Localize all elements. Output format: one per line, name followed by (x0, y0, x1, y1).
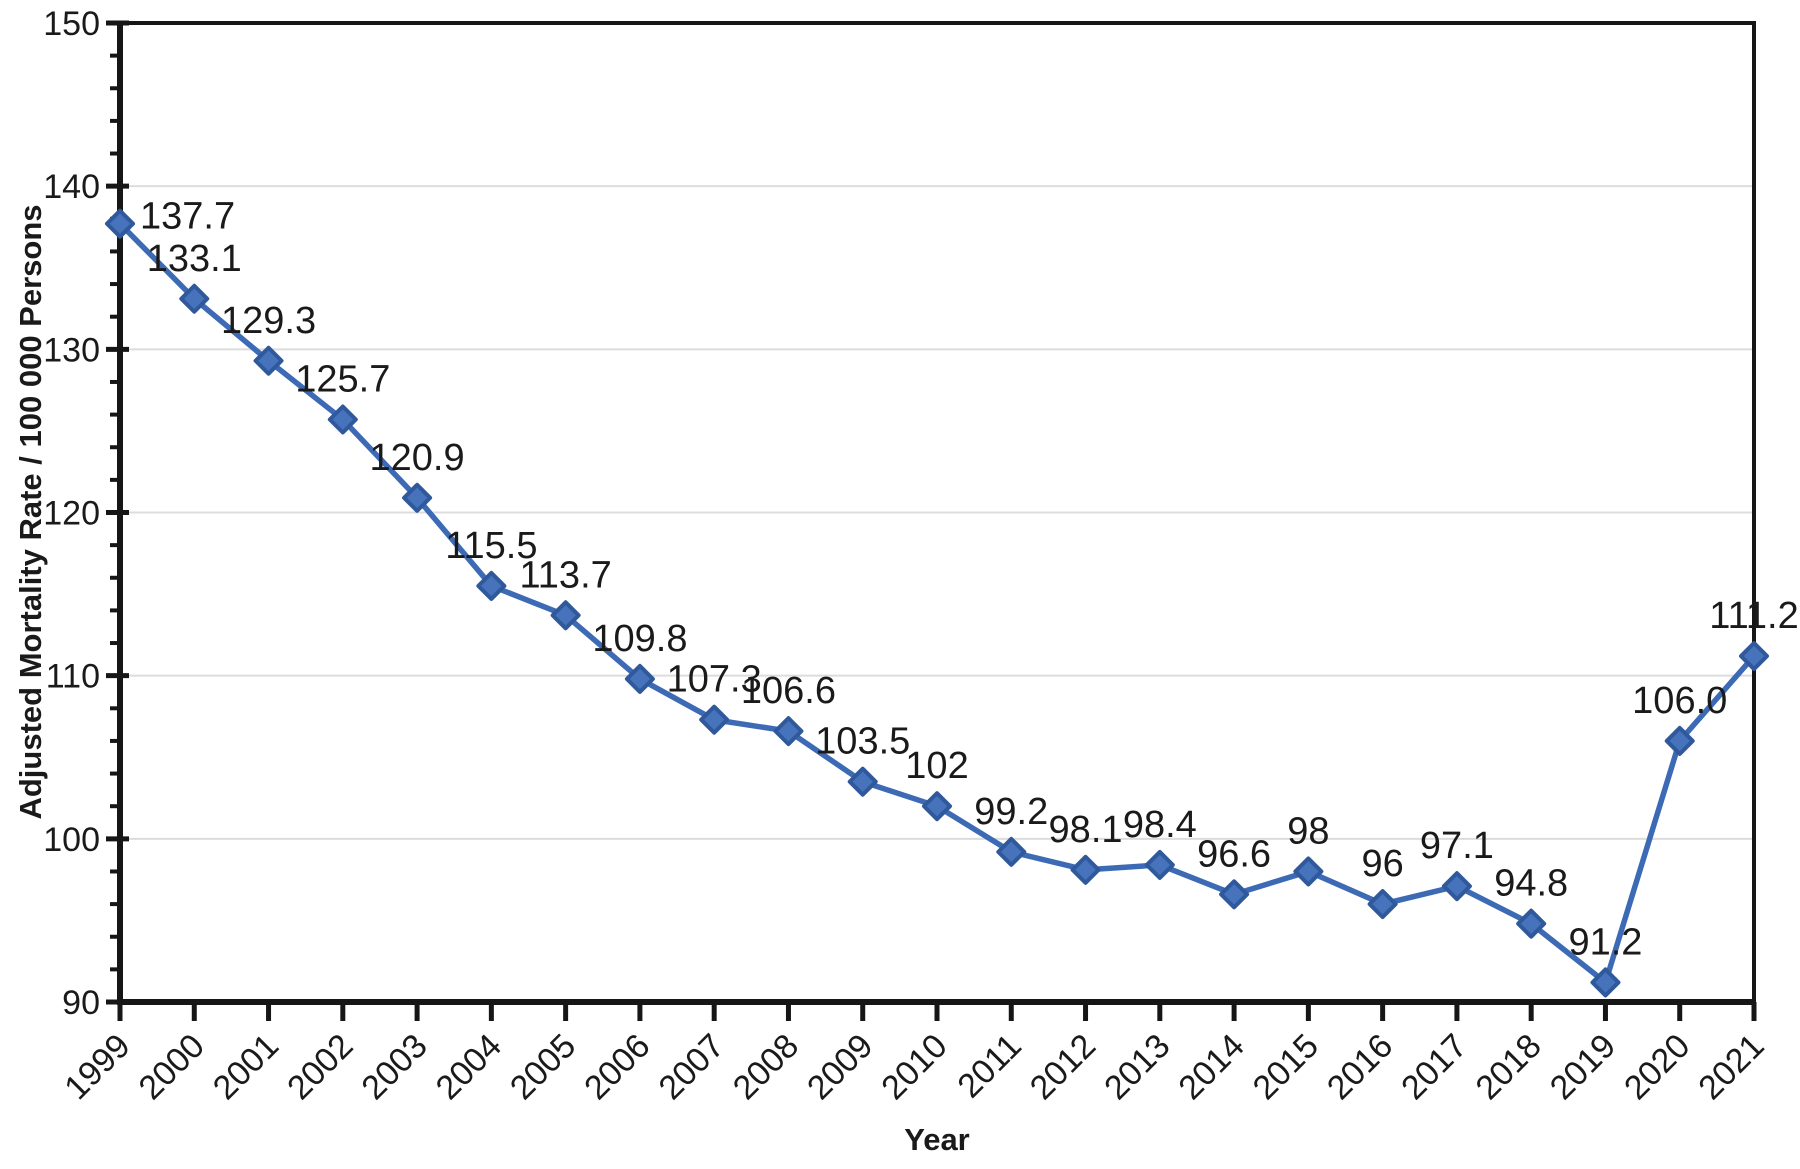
x-tick-label: 2009 (800, 1027, 880, 1107)
data-point-marker (1219, 879, 1250, 910)
data-point-marker (327, 404, 358, 435)
data-point-label: 96 (1361, 843, 1403, 885)
x-tick-label: 2017 (1394, 1027, 1474, 1107)
data-point-label: 98.4 (1123, 804, 1197, 846)
data-point-label: 96.6 (1197, 833, 1271, 875)
y-tick-label: 90 (62, 984, 100, 1022)
data-point-label: 113.7 (519, 554, 611, 596)
y-tick-label: 110 (46, 658, 100, 696)
data-point-marker (624, 663, 655, 694)
data-point-label: 115.5 (445, 525, 537, 567)
data-point-marker (105, 208, 135, 239)
data-point-marker (996, 836, 1027, 867)
data-point-label: 98.1 (1049, 809, 1123, 851)
x-tick-label: 2012 (1023, 1027, 1103, 1107)
data-point-label: 137.7 (140, 196, 235, 238)
data-point-label: 102 (905, 745, 968, 787)
y-tick-label: 130 (43, 331, 100, 369)
data-point-label: 98 (1287, 810, 1329, 852)
y-tick-label: 140 (43, 168, 100, 206)
data-point-label: 97.1 (1420, 825, 1494, 867)
x-tick-label: 2001 (206, 1027, 286, 1107)
data-point-label: 111.2 (1709, 595, 1798, 637)
x-tick-label: 2003 (354, 1027, 434, 1107)
data-point-marker (476, 570, 507, 601)
x-tick-label: 2015 (1246, 1027, 1326, 1107)
data-point-marker (253, 345, 284, 376)
x-tick-label: 2018 (1468, 1027, 1548, 1107)
x-tick-label: 2005 (503, 1027, 583, 1107)
data-point-label: 107.3 (667, 659, 762, 701)
x-tick-label: 2021 (1691, 1027, 1771, 1107)
x-tick-label: 2014 (1171, 1027, 1251, 1107)
data-point-marker (402, 482, 433, 513)
x-axis-title: Year (904, 1122, 970, 1157)
x-tick-label: 2000 (132, 1027, 212, 1107)
data-point-marker (1590, 967, 1621, 998)
data-point-label: 106.0 (1632, 680, 1727, 722)
data-point-marker (699, 704, 730, 735)
x-tick-label: 2020 (1617, 1027, 1697, 1107)
x-tick-label: 2007 (651, 1027, 731, 1107)
data-point-marker (1516, 908, 1547, 939)
x-tick-label: 1999 (57, 1027, 137, 1107)
x-tick-label: 2011 (950, 1027, 1029, 1106)
data-point-label: 109.8 (592, 618, 687, 660)
data-point-marker (1739, 641, 1769, 672)
y-tick-label: 120 (43, 495, 100, 533)
data-point-label: 103.5 (815, 721, 910, 763)
y-tick-label: 100 (43, 821, 100, 859)
data-point-marker (773, 716, 804, 747)
x-tick-label: 2016 (1320, 1027, 1400, 1107)
data-point-label: 129.3 (221, 300, 316, 342)
data-point-marker (1144, 849, 1175, 880)
data-point-marker (1293, 856, 1324, 887)
x-tick-label: 2019 (1543, 1027, 1623, 1107)
data-point-marker (179, 283, 210, 314)
data-point-label: 120.9 (370, 437, 465, 479)
data-point-marker (1441, 871, 1472, 902)
data-point-marker (847, 766, 878, 797)
x-tick-label: 2008 (726, 1027, 806, 1107)
data-point-label: 91.2 (1568, 921, 1642, 963)
data-point-marker (550, 600, 581, 631)
data-point-marker (1664, 725, 1695, 756)
data-point-marker (1367, 889, 1398, 920)
data-point-label: 106.6 (741, 670, 836, 712)
y-tick-label: 150 (43, 5, 100, 43)
data-point-label: 94.8 (1494, 863, 1568, 905)
x-tick-label: 2002 (280, 1027, 360, 1107)
x-tick-label: 2006 (577, 1027, 657, 1107)
x-tick-label: 2013 (1097, 1027, 1177, 1107)
data-point-label: 133.1 (147, 238, 242, 280)
x-tick-label: 2010 (874, 1027, 954, 1107)
data-point-label: 99.2 (974, 791, 1048, 833)
x-tick-label: 2004 (429, 1027, 509, 1107)
data-point-label: 125.7 (295, 358, 390, 400)
data-point-marker (922, 791, 952, 822)
data-point-marker (1070, 854, 1101, 885)
